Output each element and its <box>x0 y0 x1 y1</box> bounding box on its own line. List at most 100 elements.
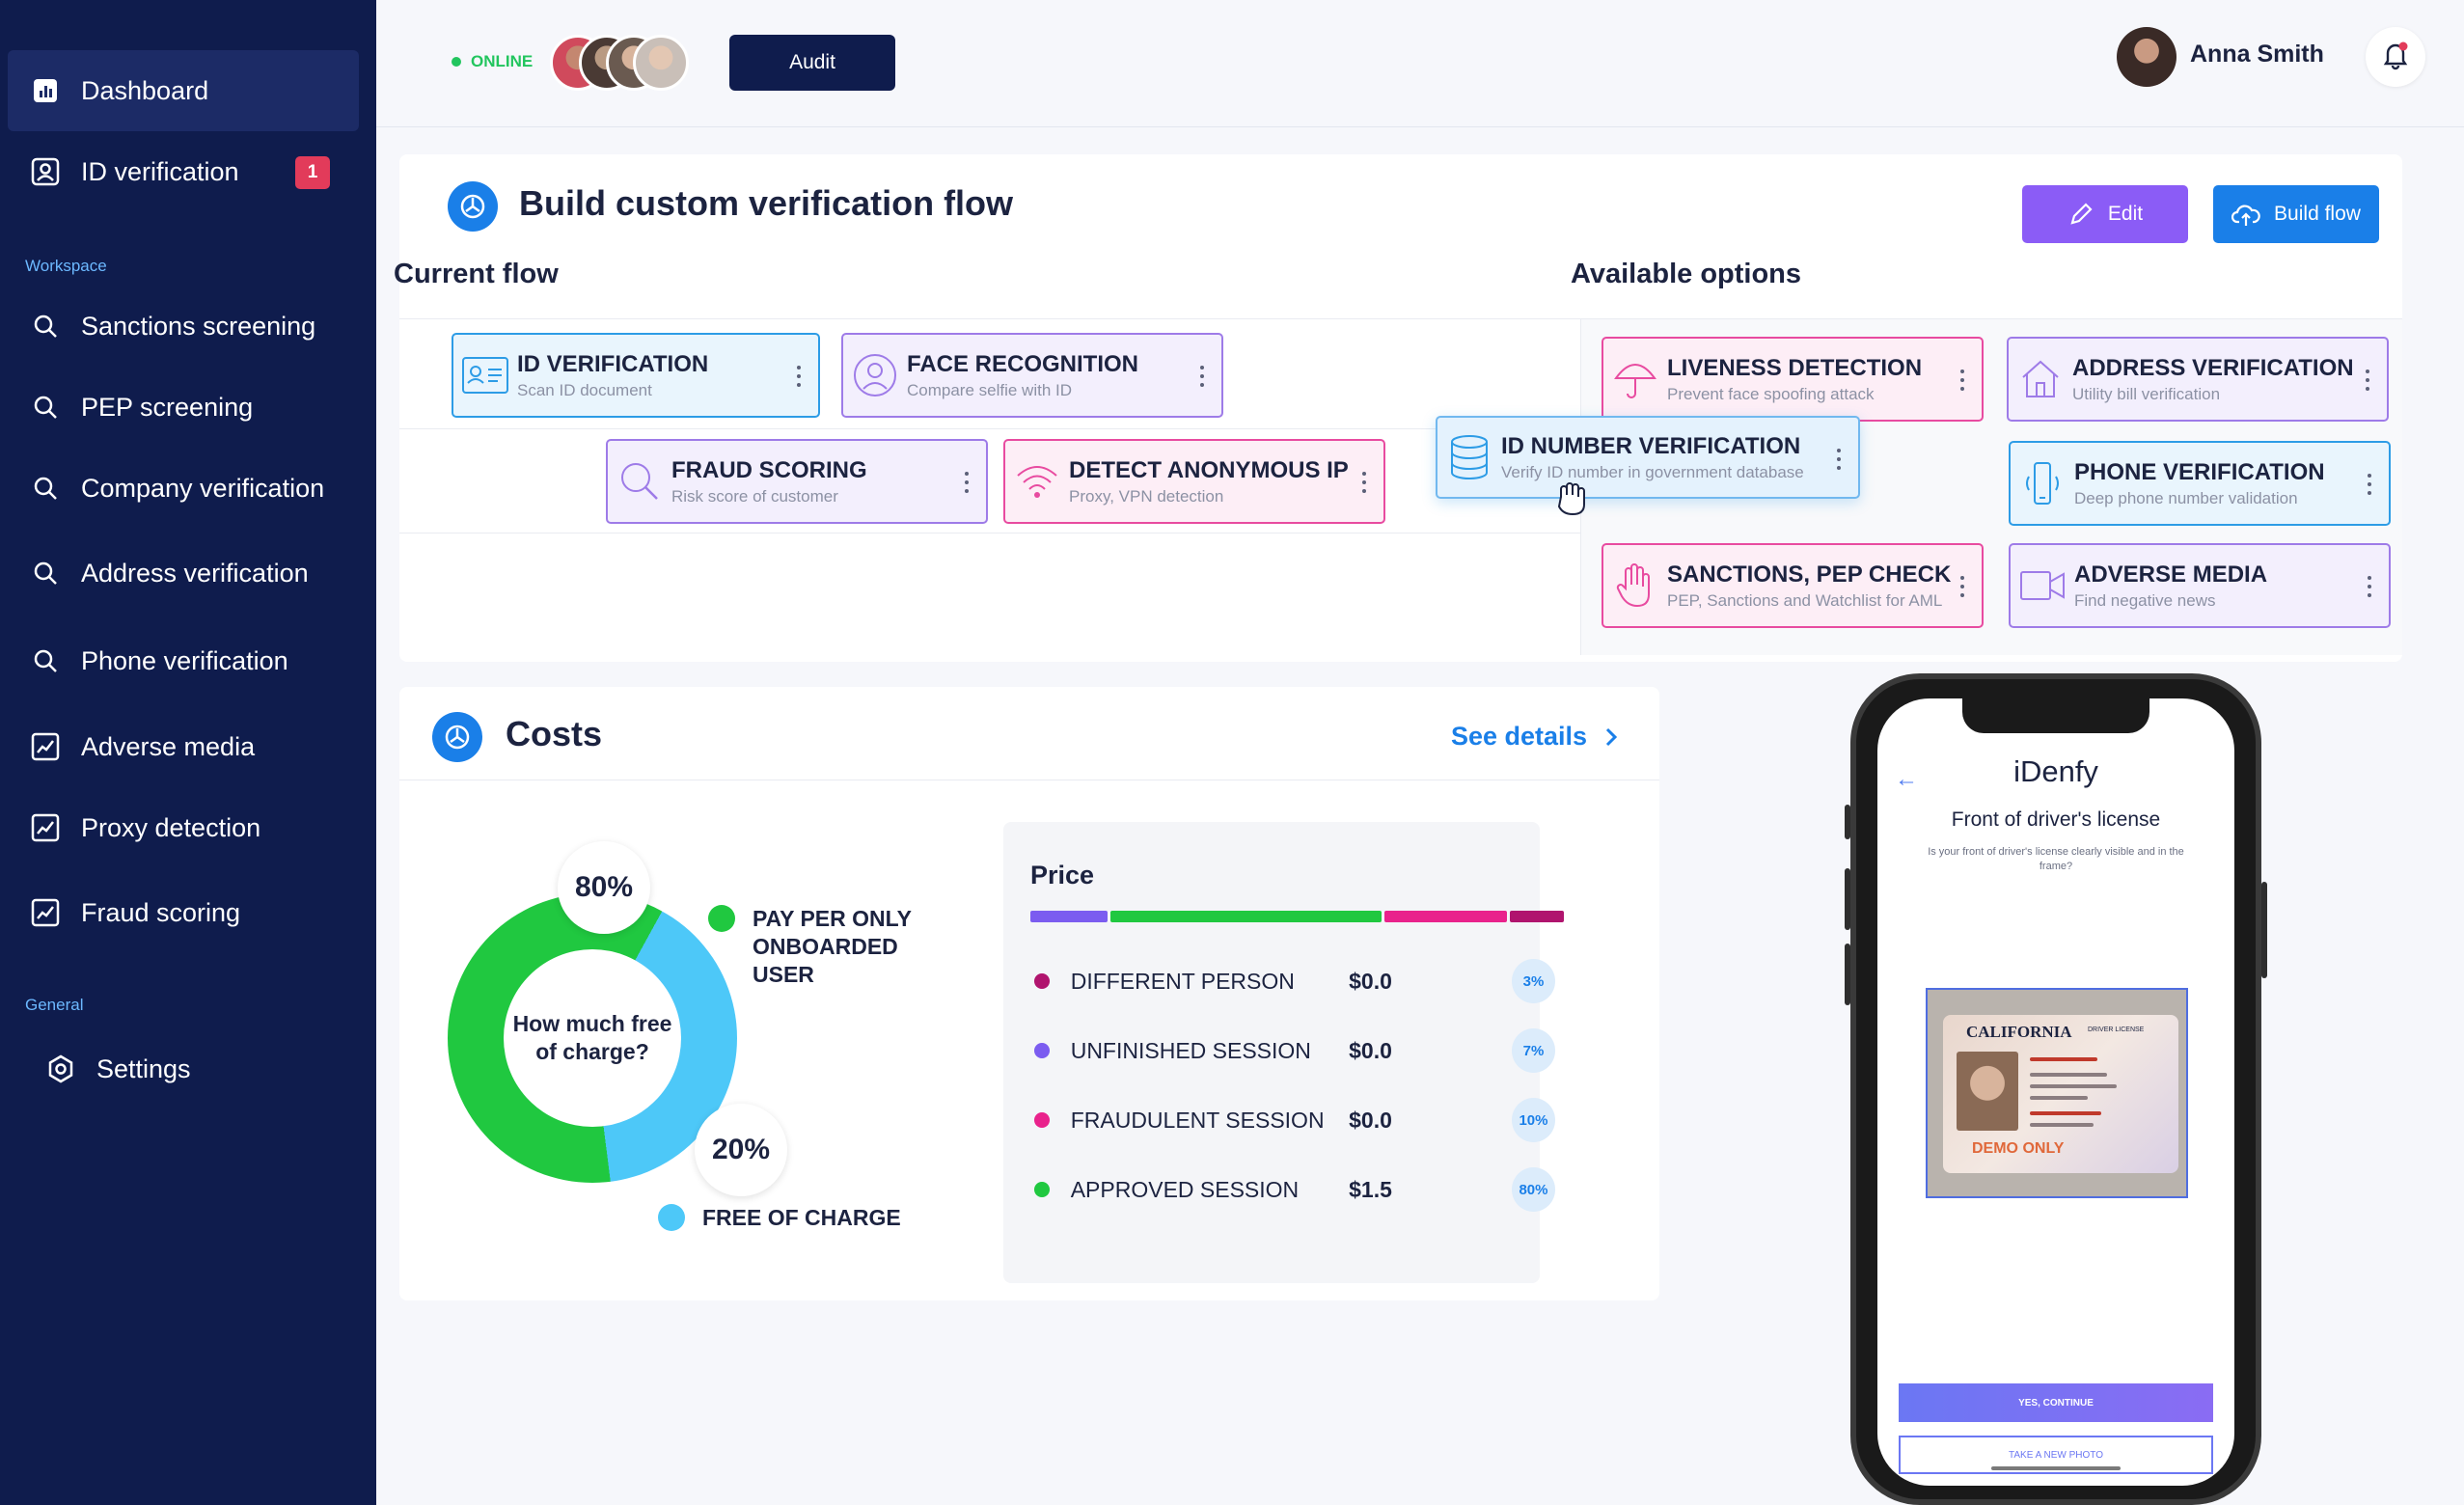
grab-cursor-icon <box>1551 478 1592 523</box>
row-dot <box>1034 1112 1050 1128</box>
module-title: ADVERSE MEDIA <box>2074 561 2268 588</box>
price-value: $0.0 <box>1349 968 1392 994</box>
edit-button[interactable]: Edit <box>2022 185 2188 243</box>
id-card-icon <box>461 351 509 399</box>
search-icon <box>29 644 62 677</box>
kebab-menu-icon[interactable] <box>797 366 801 387</box>
home-indicator <box>1991 1466 2121 1470</box>
screen-title: Front of driver's license <box>1951 808 2161 831</box>
kebab-menu-icon[interactable] <box>1362 472 1366 493</box>
sidebar-item-proxy-detection[interactable]: Proxy detection <box>8 787 359 868</box>
kebab-menu-icon[interactable] <box>2368 576 2371 597</box>
module-title: FACE RECOGNITION <box>907 350 1139 377</box>
kebab-menu-icon[interactable] <box>1837 449 1841 470</box>
module-subtitle: Prevent face spoofing attack <box>1667 384 1875 403</box>
module-phone-verification[interactable]: PHONE VERIFICATION Deep phone number vali… <box>2009 441 2391 526</box>
sidebar-item-label: Address verification <box>81 558 309 588</box>
price-value: $1.5 <box>1349 1176 1392 1202</box>
phone-side-button <box>1845 805 1850 839</box>
avatar <box>633 35 689 91</box>
kebab-menu-icon[interactable] <box>965 472 969 493</box>
screen-subtitle: Is your front of driver's license clearl… <box>1928 846 2184 873</box>
kebab-menu-icon[interactable] <box>1960 369 1964 391</box>
wifi-icon <box>1013 457 1061 506</box>
back-arrow-icon[interactable]: ← <box>1895 766 1918 792</box>
bar-segment-unfinished <box>1030 911 1108 922</box>
module-address-verification[interactable]: ADDRESS VERIFICATION Utility bill verific… <box>2007 337 2389 422</box>
module-sanctions-pep-check[interactable]: SANCTIONS, PEP CHECK PEP, Sanctions and W… <box>1602 543 1984 628</box>
sidebar-item-label: ID verification <box>81 156 239 186</box>
kebab-menu-icon[interactable] <box>1960 576 1964 597</box>
bell-icon <box>2380 40 2411 75</box>
module-fraud-scoring[interactable]: FRAUD SCORING Risk score of customer <box>606 439 988 524</box>
yes-continue-button[interactable]: YES, CONTINUE <box>1899 1383 2213 1422</box>
sidebar-item-phone-verification[interactable]: Phone verification <box>8 620 359 701</box>
module-subtitle: Risk score of customer <box>671 486 838 506</box>
price-percent-badge: 3% <box>1511 959 1556 1003</box>
sidebar-item-adverse-media[interactable]: Adverse media <box>8 706 359 787</box>
notifications-button[interactable] <box>2366 27 2425 87</box>
build-flow-button[interactable]: Build flow <box>2213 185 2379 243</box>
sidebar-item-company-verification[interactable]: Company verification <box>8 448 359 529</box>
module-detect-anonymous-ip[interactable]: DETECT ANONYMOUS IP Proxy, VPN detection <box>1003 439 1385 524</box>
take-new-photo-button[interactable]: TAKE A NEW PHOTO <box>1899 1436 2213 1474</box>
house-icon <box>2016 355 2065 403</box>
license-text-line <box>2030 1084 2117 1088</box>
user-name[interactable]: Anna Smith <box>2190 41 2324 68</box>
price-title: Price <box>1030 861 1095 889</box>
price-label: FRAUDULENT SESSION <box>1070 1107 1325 1133</box>
sidebar-item-sanctions-screening[interactable]: Sanctions screening <box>8 286 359 367</box>
search-icon <box>29 472 62 505</box>
audit-button[interactable]: Audit <box>729 35 895 91</box>
license-text-line <box>2030 1111 2101 1115</box>
module-liveness-detection[interactable]: LIVENESS DETECTION Prevent face spoofing … <box>1602 337 1984 422</box>
trend-icon <box>29 811 62 844</box>
kebab-menu-icon[interactable] <box>1200 366 1204 387</box>
legend-free-of-charge: FREE OF CHARGE <box>658 1204 901 1232</box>
legend-dot <box>658 1204 685 1231</box>
flow-lane <box>399 429 1580 534</box>
top-bar: ONLINE Audit Anna Smith <box>376 0 2464 127</box>
module-id-verification[interactable]: ID VERIFICATION Scan ID document <box>452 333 820 418</box>
phone-side-button <box>1845 868 1850 930</box>
module-subtitle: Deep phone number validation <box>2074 488 2298 507</box>
bar-segment-approved <box>1109 911 1382 922</box>
sidebar-item-pep-screening[interactable]: PEP screening <box>8 367 359 448</box>
kebab-menu-icon[interactable] <box>2368 474 2371 495</box>
trend-icon <box>29 730 62 763</box>
chevron-right-icon <box>1606 727 1618 746</box>
module-title: PHONE VERIFICATION <box>2074 458 2325 485</box>
module-adverse-media[interactable]: ADVERSE MEDIA Find negative news <box>2009 543 2391 628</box>
notification-badge: 1 <box>295 156 330 189</box>
status-dot <box>452 57 461 67</box>
free-percentage-bubble: 20% <box>695 1104 787 1196</box>
price-value: $0.0 <box>1349 1037 1392 1063</box>
gear-icon <box>44 1053 77 1085</box>
legend-label: PAY PER ONLY ONBOARDED USER <box>753 906 912 987</box>
sidebar-item-id-verification[interactable]: ID verification 1 <box>8 131 359 212</box>
license-text-line <box>2030 1073 2107 1077</box>
phone-notch <box>1962 698 2149 733</box>
verification-flow-card: Build custom verification flow Edit Buil… <box>394 154 2402 662</box>
license-text-line <box>2030 1123 2094 1127</box>
online-users-avatars[interactable] <box>550 35 689 91</box>
sidebar-item-label: Dashboard <box>81 75 209 105</box>
search-icon <box>29 557 62 589</box>
sidebar-item-fraud-scoring[interactable]: Fraud scoring <box>8 872 359 953</box>
module-face-recognition[interactable]: FACE RECOGNITION Compare selfie with ID <box>841 333 1223 418</box>
sidebar-item-dashboard[interactable]: Dashboard <box>8 50 359 131</box>
see-details-link[interactable]: See details <box>1451 722 1618 752</box>
user-avatar[interactable] <box>2117 27 2177 87</box>
price-percent-badge: 10% <box>1511 1098 1556 1142</box>
kebab-menu-icon[interactable] <box>2366 369 2369 391</box>
license-watermark: DEMO ONLY <box>1972 1140 2065 1157</box>
flow-lane <box>399 319 1580 429</box>
umbrella-icon <box>1611 355 1659 403</box>
price-label: APPROVED SESSION <box>1070 1176 1300 1202</box>
costs-logo-icon <box>432 712 482 762</box>
sidebar-item-address-verification[interactable]: Address verification <box>8 533 359 614</box>
sidebar-item-settings[interactable]: Settings <box>8 1028 359 1109</box>
pay-percentage-bubble: 80% <box>558 841 650 934</box>
price-row: UNFINISHED SESSION $0.0 7% <box>1034 1026 1556 1075</box>
module-id-number-verification-dragging[interactable]: ID NUMBER VERIFICATION Verify ID number i… <box>1436 416 1860 516</box>
